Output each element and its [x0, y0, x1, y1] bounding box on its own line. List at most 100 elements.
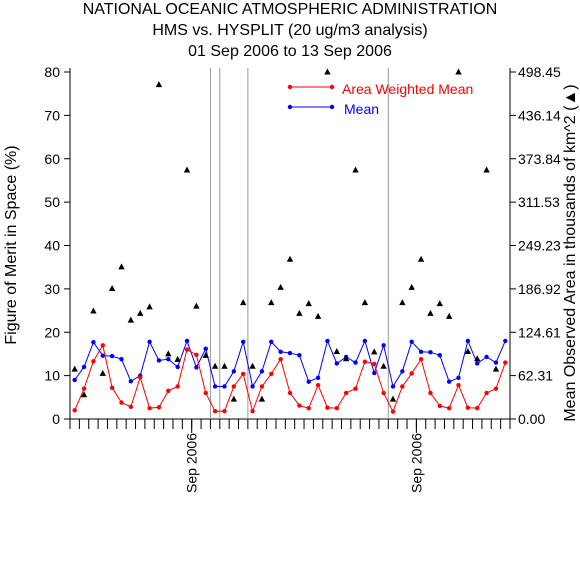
legend-mean-point: [329, 104, 335, 110]
x-tick-label: Sep 2006: [184, 433, 200, 493]
mean-point: [203, 346, 208, 351]
area-marker: [371, 348, 378, 355]
awm-point: [250, 408, 255, 414]
area-marker: [408, 283, 415, 290]
area-marker: [296, 309, 303, 316]
mean-point: [259, 369, 265, 374]
area-marker: [380, 362, 387, 369]
awm-point: [362, 359, 368, 364]
mean-point: [222, 384, 227, 389]
y2-tick-label: 249.23: [518, 238, 561, 254]
y2-tick-label: 436.14: [518, 107, 561, 123]
area-marker: [436, 300, 443, 307]
mean-point: [400, 369, 405, 374]
legend-awm-point: [287, 84, 293, 90]
mean-point: [212, 384, 218, 389]
chart-title-line-2: HMS vs. HYSPLIT (20 ug/m3 analysis): [152, 22, 427, 39]
plot-area: 0 10 20 30 40 50 60 70 80 0.00 62.31 124.61 186.92 24…: [44, 64, 561, 493]
area-marker: [314, 312, 322, 319]
awm-point: [175, 384, 180, 389]
awm-point: [128, 404, 134, 410]
mean-point: [109, 353, 115, 359]
y-tick-label: 80: [44, 64, 60, 80]
mean-point: [362, 338, 368, 344]
chart-title-line-1: NATIONAL OCEANIC ATMOSPHERIC ADMINISTRAT…: [83, 1, 498, 18]
mean-point: [353, 360, 358, 365]
area-marker: [146, 303, 153, 310]
mean-point: [240, 339, 246, 344]
mean-point: [390, 384, 396, 389]
area-marker: [492, 365, 500, 372]
mean-point: [381, 343, 386, 348]
mean-point: [437, 353, 442, 358]
area-marker: [80, 391, 88, 398]
area-marker: [165, 350, 172, 357]
mean-point: [156, 358, 162, 363]
awm-point: [156, 405, 162, 410]
awm-point: [315, 382, 321, 388]
awm-point: [81, 386, 87, 391]
awm-point: [334, 405, 340, 411]
area-marker: [202, 351, 209, 358]
mean-point: [493, 360, 499, 365]
awm-point: [203, 390, 208, 396]
mean-point: [334, 361, 340, 366]
y-tick-label: 50: [44, 194, 60, 210]
awm-point: [184, 347, 190, 352]
area-marker: [90, 307, 97, 314]
awm-point: [100, 343, 105, 348]
area-marker: [474, 355, 481, 362]
area-marker: [342, 355, 350, 362]
area-marker: [483, 166, 490, 173]
awm-point: [240, 371, 246, 377]
mean-point: [269, 339, 274, 344]
mean-point: [287, 350, 293, 356]
awm-point: [475, 405, 480, 411]
awm-point: [147, 405, 152, 411]
awm-point: [259, 384, 265, 389]
area-marker: [455, 68, 462, 75]
awm-point: [91, 359, 96, 364]
mean-point: [484, 354, 489, 360]
area-marker: [221, 362, 228, 369]
awm-point: [109, 385, 115, 390]
y-tick-label: 70: [44, 107, 60, 123]
mean-point: [81, 364, 87, 370]
awm-point: [212, 408, 218, 414]
mean-point: [418, 349, 424, 354]
awm-point: [231, 384, 237, 389]
mean-point: [297, 353, 302, 358]
mean-point: [446, 379, 452, 384]
area-marker: [99, 369, 106, 376]
awm-point: [400, 384, 405, 389]
y2-tick-label: 311.53: [518, 194, 560, 210]
y2-tick-label: 0.00: [518, 411, 545, 427]
area-marker: [155, 81, 163, 88]
y-tick-label: 30: [44, 281, 60, 297]
area-marker: [71, 365, 78, 372]
area-marker: [193, 302, 200, 309]
area-marker: [324, 68, 331, 75]
awm-point: [456, 382, 461, 388]
awm-point: [269, 371, 274, 377]
mean-point: [91, 340, 96, 345]
area-marker: [183, 166, 191, 173]
area-marker: [427, 309, 434, 316]
awm-point: [418, 356, 424, 362]
awm-point: [428, 390, 433, 396]
awm-point: [343, 390, 349, 396]
mean-point: [72, 377, 77, 383]
mean-point: [409, 339, 414, 344]
chart-title-line-3: 01 Sep 2006 to 13 Sep 2006: [188, 43, 392, 60]
y2-tick-label: 124.61: [518, 324, 561, 340]
mean-point: [250, 384, 255, 389]
mean-point: [100, 353, 105, 358]
awm-point: [446, 405, 452, 411]
mean-point: [503, 338, 508, 344]
area-marker: [268, 299, 275, 306]
y-tick-label: 20: [44, 324, 60, 340]
awm-point: [390, 409, 396, 414]
awm-point: [306, 405, 311, 411]
area-marker: [464, 348, 472, 355]
awm-point: [372, 361, 377, 367]
